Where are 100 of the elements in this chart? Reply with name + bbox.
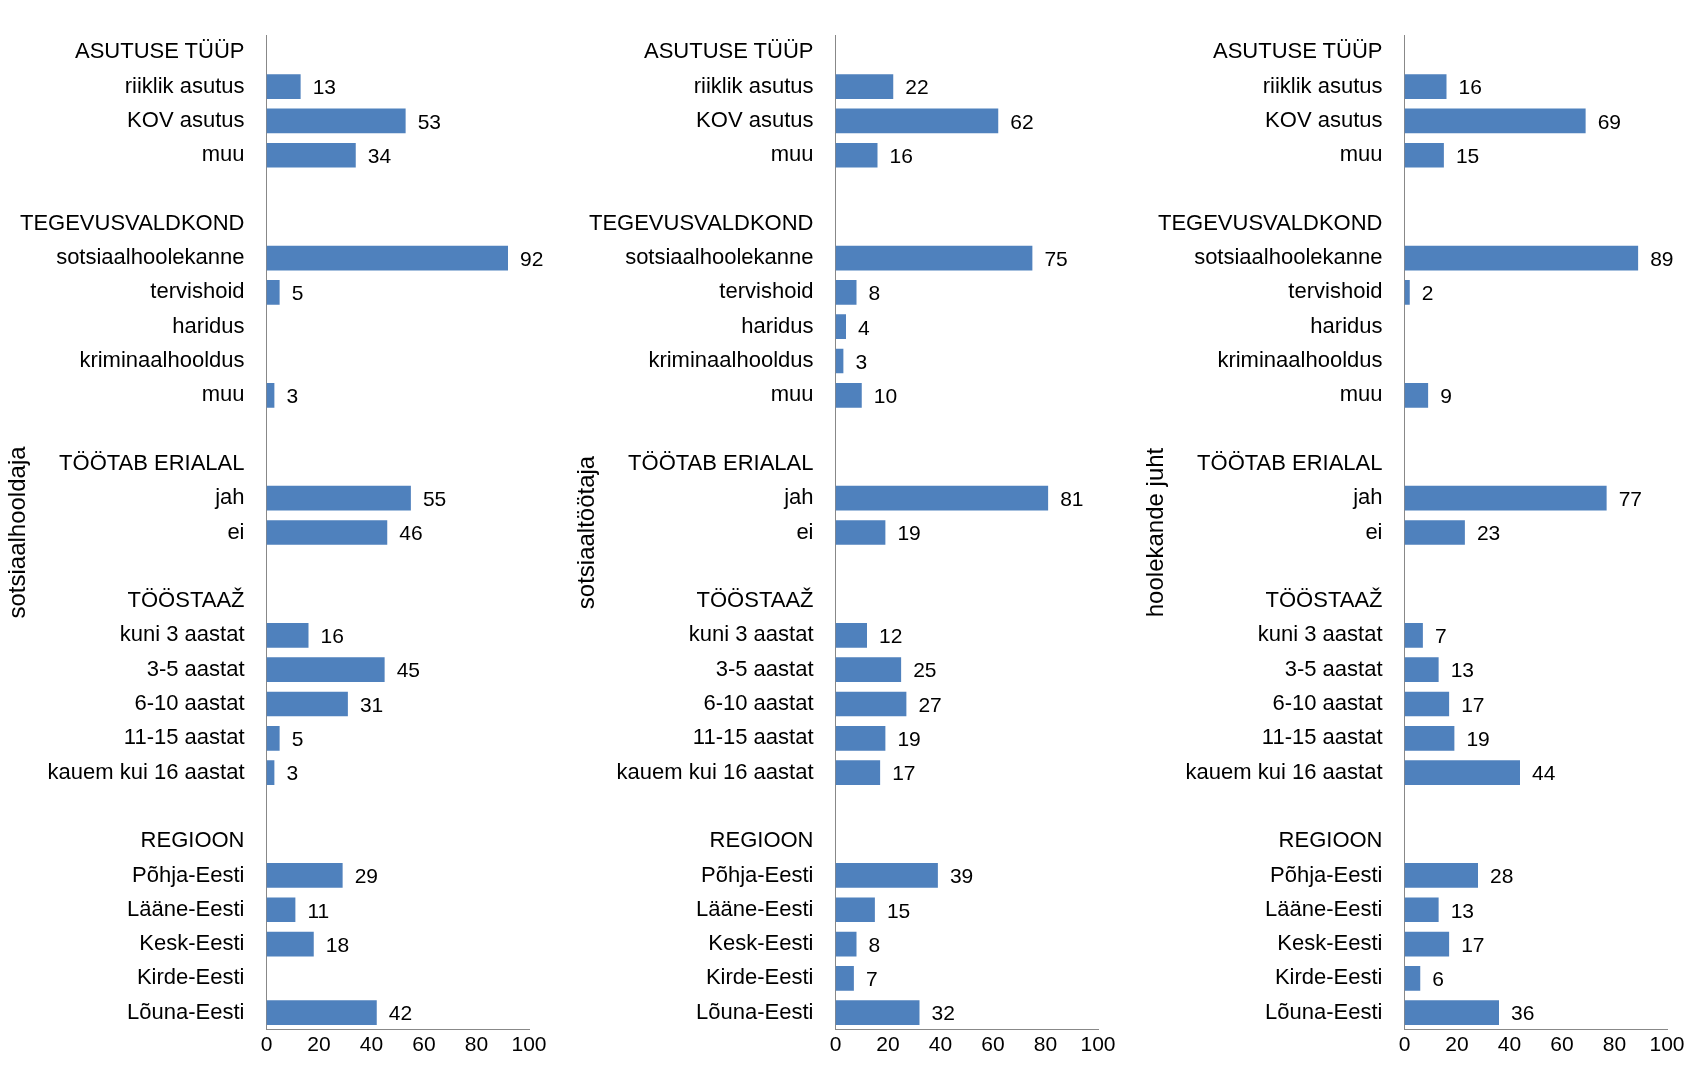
y-tick-label: ASUTUSE TÜÜP xyxy=(1212,38,1383,64)
y-tick-label: TÖÖTAB ERIALAL xyxy=(59,449,245,475)
data-label: 92 xyxy=(520,246,544,270)
data-label: 17 xyxy=(1461,692,1485,716)
data-label: 7 xyxy=(865,967,878,991)
bar xyxy=(835,966,854,991)
y-tick-label: 6-10 aastat xyxy=(1272,690,1383,716)
data-label: 53 xyxy=(417,109,441,133)
x-tick-label: 0 xyxy=(1398,1032,1411,1056)
y-tick-label: Põhja-Eesti xyxy=(700,861,814,887)
x-tick-label: 100 xyxy=(1649,1032,1685,1056)
bar xyxy=(1404,725,1455,751)
data-label: 18 xyxy=(325,932,350,956)
y-tick-label: kauem kui 16 aastat xyxy=(1185,758,1383,784)
y-tick-label: kauem kui 16 aastat xyxy=(47,758,245,784)
y-tick-label: Kirde-Eesti xyxy=(136,964,245,990)
data-label: 16 xyxy=(1458,75,1482,99)
y-tick-label: TÖÖSTAAŽ xyxy=(696,587,814,613)
y-tick-label: Lõuna-Eesti xyxy=(127,998,245,1024)
data-label: 3 xyxy=(855,349,868,373)
bar xyxy=(266,897,296,923)
data-label: 3 xyxy=(286,761,299,785)
bar xyxy=(1404,142,1444,168)
y-tick-label: REGIOON xyxy=(140,827,245,853)
y-tick-label: REGIOON xyxy=(1278,827,1383,853)
y-tick-label: ASUTUSE TÜÜP xyxy=(74,38,245,64)
data-label: 77 xyxy=(1618,487,1642,510)
bar xyxy=(835,314,846,340)
data-label: 19 xyxy=(897,521,921,545)
data-label: 15 xyxy=(886,898,911,922)
data-label: 16 xyxy=(889,144,913,168)
bar xyxy=(1404,485,1607,511)
bar xyxy=(1404,863,1478,888)
y-tick-label: ei xyxy=(1365,518,1383,544)
bar xyxy=(1404,108,1586,134)
data-label: 31 xyxy=(359,692,384,716)
bar xyxy=(835,931,857,957)
x-tick-label: 60 xyxy=(981,1032,1005,1056)
data-label: 13 xyxy=(1450,658,1474,682)
bar xyxy=(1404,245,1639,271)
data-label: 12 xyxy=(879,624,903,648)
bar xyxy=(266,142,356,168)
y-tick-label: ei xyxy=(796,518,814,544)
x-tick-label: 20 xyxy=(876,1032,900,1056)
bar xyxy=(835,1000,920,1025)
data-label: 36 xyxy=(1511,1001,1535,1025)
data-label: 55 xyxy=(422,487,447,510)
data-label: 46 xyxy=(399,521,423,545)
y-tick-label: tervishoid xyxy=(150,278,245,304)
data-label: 27 xyxy=(918,692,942,716)
data-label: 69 xyxy=(1597,109,1621,133)
y-tick-label: kriminaalhooldus xyxy=(79,347,245,373)
data-label: 89 xyxy=(1650,246,1674,270)
y-tick-label: KOV asutus xyxy=(127,107,245,132)
bar xyxy=(1404,931,1450,957)
x-tick-label: 100 xyxy=(511,1032,547,1056)
y-tick-label: kuni 3 aastat xyxy=(688,621,814,647)
y-tick-label: muu xyxy=(1339,141,1383,167)
y-tick-label: ASUTUSE TÜÜP xyxy=(643,38,814,64)
y-tick-label: Lääne-Eesti xyxy=(1265,895,1383,921)
y-tick-label: 3-5 aastat xyxy=(146,655,245,681)
x-tick-label: 20 xyxy=(1445,1032,1469,1056)
bar xyxy=(835,245,1033,271)
bar xyxy=(266,623,309,648)
y-tick-label: Lõuna-Eesti xyxy=(696,998,814,1024)
y-tick-label: Lõuna-Eesti xyxy=(1265,998,1383,1024)
y-axis-title: sotsiaaltöötaja xyxy=(572,455,600,610)
y-tick-label: kuni 3 aastat xyxy=(119,621,245,647)
bar xyxy=(266,931,314,957)
bar xyxy=(266,108,406,134)
y-tick-label: Lääne-Eesti xyxy=(696,895,814,921)
bar xyxy=(1404,74,1447,99)
y-tick-label: 11-15 aastat xyxy=(1261,724,1383,750)
y-tick-label: jah xyxy=(783,484,814,510)
y-tick-label: TÖÖSTAAŽ xyxy=(1265,587,1383,613)
data-label: 29 xyxy=(354,864,378,888)
x-tick-label: 40 xyxy=(928,1032,953,1056)
x-tick-label: 0 xyxy=(260,1032,273,1056)
y-tick-label: tervishoid xyxy=(719,278,814,304)
bar xyxy=(835,280,857,305)
y-tick-label: haridus xyxy=(741,312,814,338)
data-label: 8 xyxy=(868,932,881,956)
data-label: 17 xyxy=(892,761,916,785)
y-axis-title: sotsiaalhooldaja xyxy=(3,445,31,619)
bar xyxy=(266,280,280,305)
bar xyxy=(1404,382,1429,408)
y-tick-label: Lääne-Eesti xyxy=(127,895,245,921)
data-label: 10 xyxy=(873,384,898,408)
bar xyxy=(1404,1000,1499,1025)
y-tick-label: Kirde-Eesti xyxy=(1274,964,1383,990)
bar xyxy=(835,142,878,168)
bar xyxy=(266,691,348,717)
data-label: 16 xyxy=(320,624,344,648)
y-tick-label: ei xyxy=(227,518,245,544)
y-tick-label: muu xyxy=(201,381,245,407)
bar xyxy=(266,657,385,683)
data-label: 5 xyxy=(291,281,304,305)
data-label: 3 xyxy=(286,384,299,408)
bar xyxy=(835,725,886,751)
data-label: 45 xyxy=(396,658,420,682)
